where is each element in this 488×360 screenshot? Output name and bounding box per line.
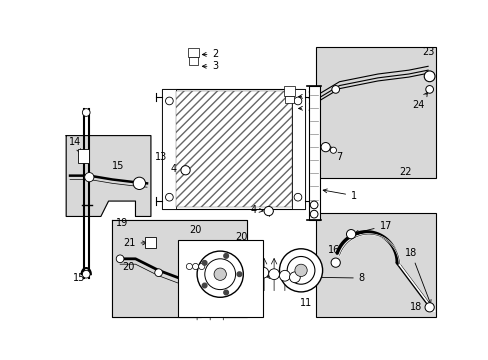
Circle shape xyxy=(268,269,279,280)
Text: 1: 1 xyxy=(323,189,357,201)
Circle shape xyxy=(186,264,192,270)
Circle shape xyxy=(346,230,355,239)
Text: 22: 22 xyxy=(398,167,410,177)
Circle shape xyxy=(321,143,329,152)
Text: 10: 10 xyxy=(248,294,261,305)
Bar xyxy=(144,237,155,248)
Bar xyxy=(176,91,291,207)
Circle shape xyxy=(293,193,301,201)
Text: 4: 4 xyxy=(250,204,263,215)
Text: 23: 23 xyxy=(422,48,434,58)
Circle shape xyxy=(286,256,314,284)
Text: 20: 20 xyxy=(189,225,202,235)
Text: 16: 16 xyxy=(327,244,340,255)
Text: 24: 24 xyxy=(412,93,427,110)
FancyBboxPatch shape xyxy=(316,213,435,316)
Circle shape xyxy=(294,264,306,276)
Circle shape xyxy=(82,109,90,116)
Circle shape xyxy=(165,193,173,201)
Circle shape xyxy=(197,251,243,297)
Bar xyxy=(162,89,176,209)
Text: 12: 12 xyxy=(198,308,210,318)
Circle shape xyxy=(214,268,226,280)
Text: 5: 5 xyxy=(307,188,313,198)
FancyBboxPatch shape xyxy=(316,47,435,178)
Text: 13: 13 xyxy=(154,152,167,162)
Bar xyxy=(78,149,88,163)
Text: 4: 4 xyxy=(170,164,186,174)
Circle shape xyxy=(330,258,340,267)
Text: 7: 7 xyxy=(327,146,341,162)
Text: 15: 15 xyxy=(112,161,124,171)
Text: 2: 2 xyxy=(298,91,313,100)
Text: 11: 11 xyxy=(299,298,311,308)
Bar xyxy=(187,48,198,57)
Bar xyxy=(285,95,293,103)
Text: 14: 14 xyxy=(69,137,81,153)
Circle shape xyxy=(331,86,339,93)
Text: 2: 2 xyxy=(202,49,218,59)
Circle shape xyxy=(224,290,228,295)
Circle shape xyxy=(257,267,268,278)
Circle shape xyxy=(165,97,173,105)
Bar xyxy=(162,89,305,209)
Bar xyxy=(308,86,319,220)
Circle shape xyxy=(279,270,290,281)
Text: 6: 6 xyxy=(307,198,313,208)
Circle shape xyxy=(82,270,90,278)
Circle shape xyxy=(289,272,300,283)
Circle shape xyxy=(310,201,317,209)
Text: 20: 20 xyxy=(122,261,135,271)
Circle shape xyxy=(424,71,434,82)
Circle shape xyxy=(424,303,433,312)
Polygon shape xyxy=(66,136,151,216)
Circle shape xyxy=(237,272,241,276)
Text: 8: 8 xyxy=(265,273,364,283)
Text: 9: 9 xyxy=(254,249,260,259)
Circle shape xyxy=(235,274,243,282)
Circle shape xyxy=(264,206,273,216)
Text: 3: 3 xyxy=(202,61,218,71)
Circle shape xyxy=(202,283,206,288)
Text: 18: 18 xyxy=(409,302,422,312)
Text: 20: 20 xyxy=(235,232,247,242)
Text: 18: 18 xyxy=(404,248,430,304)
Polygon shape xyxy=(112,220,246,316)
Text: 21: 21 xyxy=(123,238,146,248)
Circle shape xyxy=(224,253,228,258)
Circle shape xyxy=(198,264,204,270)
Circle shape xyxy=(181,166,190,175)
Circle shape xyxy=(202,261,206,265)
Text: 3: 3 xyxy=(298,103,313,113)
Circle shape xyxy=(279,249,322,292)
Circle shape xyxy=(310,210,317,218)
Circle shape xyxy=(116,255,123,263)
Circle shape xyxy=(84,172,94,182)
Circle shape xyxy=(293,97,301,105)
Circle shape xyxy=(154,269,162,276)
Text: 19: 19 xyxy=(116,217,128,228)
Bar xyxy=(284,86,294,95)
Circle shape xyxy=(204,259,235,289)
Bar xyxy=(178,239,262,316)
Circle shape xyxy=(192,264,198,270)
Circle shape xyxy=(425,86,432,93)
Text: 17: 17 xyxy=(354,221,391,234)
Circle shape xyxy=(133,177,145,189)
Bar xyxy=(188,57,198,65)
Text: 15: 15 xyxy=(73,273,85,283)
Circle shape xyxy=(329,147,336,153)
Bar xyxy=(291,89,305,209)
